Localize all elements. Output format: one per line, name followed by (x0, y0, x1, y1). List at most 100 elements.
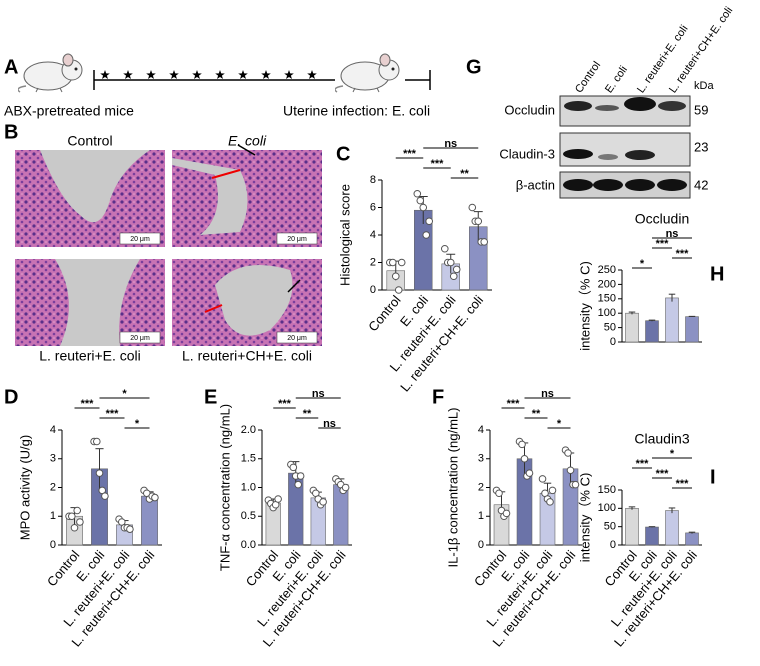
lane-label: Control (573, 59, 603, 95)
panel-letter: D (4, 386, 18, 408)
significance-label: * (670, 448, 675, 460)
data-point (480, 238, 489, 246)
y-axis-label: intensity（% C) (577, 261, 592, 351)
y-tick-label: 150 (598, 293, 616, 305)
significance-label: ** (303, 408, 312, 420)
data-point (296, 472, 305, 480)
data-point (422, 231, 431, 239)
data-point (419, 203, 428, 212)
histology-images (15, 144, 322, 346)
significance-label: * (557, 418, 562, 430)
y-axis-label: MPO activity (U/g) (17, 435, 32, 540)
y-tick-label: 4 (50, 424, 56, 436)
data-point (388, 258, 397, 267)
data-point (525, 469, 534, 477)
error-bar (473, 211, 483, 242)
data-point (446, 258, 455, 267)
data-point (495, 489, 503, 498)
data-point (546, 498, 554, 506)
y-tick-label: 2 (50, 481, 56, 493)
data-point (289, 463, 298, 472)
data-point (538, 475, 547, 483)
y-axis-label: IL-1β concentration (ng/mL) (445, 408, 460, 568)
data-point (319, 498, 327, 506)
data-point (394, 286, 403, 294)
data-point (571, 480, 580, 489)
panel-letter: E (204, 386, 217, 408)
significance-label: ns (666, 228, 679, 240)
star (261, 70, 271, 79)
data-point (101, 492, 109, 500)
y-tick-label: 2 (370, 256, 376, 268)
panel-letter: B (4, 121, 18, 143)
scale-bar-label: 20 μm (130, 236, 150, 243)
panel-letter: C (336, 143, 350, 165)
schematic-label: Uterine infection: E. coli (283, 103, 430, 119)
histology-caption: Control (67, 133, 112, 149)
data-point (76, 518, 84, 526)
significance-label: *** (676, 478, 690, 490)
x-tick-label: Control (365, 292, 403, 334)
y-tick-label: 100 (598, 307, 616, 319)
bar (645, 526, 659, 546)
star (100, 70, 110, 79)
panel-letter: F (432, 386, 444, 408)
mouse-icon (18, 53, 83, 93)
treatment-markers (100, 70, 317, 79)
bar (333, 484, 349, 546)
star (146, 70, 156, 79)
data-point (564, 449, 572, 457)
star (307, 70, 317, 79)
significance-label: * (640, 258, 645, 270)
significance-label: *** (431, 158, 445, 170)
y-tick-label: 4 (478, 424, 484, 436)
significance-label: * (122, 388, 127, 400)
y-tick-label: 50 (604, 322, 616, 334)
star (215, 70, 225, 79)
data-point (474, 217, 483, 226)
error-bar (628, 506, 636, 510)
significance-label: ** (460, 168, 469, 180)
y-tick-label: 0.0 (241, 539, 256, 551)
significance-label: *** (636, 458, 650, 470)
bar (625, 508, 639, 546)
bar (665, 297, 679, 343)
mouse-icon (335, 53, 400, 93)
data-point (341, 483, 350, 492)
panel-letter: A (4, 56, 18, 78)
significance-label: *** (507, 398, 521, 410)
y-tick-label: 1 (50, 510, 56, 522)
schematic-label: ABX-pretreated mice (4, 103, 134, 119)
chart-title: Claudin3 (634, 431, 689, 447)
y-tick-label: 3 (50, 453, 56, 465)
panel-letter: G (466, 56, 482, 78)
error-bar (628, 311, 636, 315)
unit-label: kDa (694, 80, 714, 92)
bar (625, 312, 639, 343)
histology-caption: L. reuteri+E. coli (39, 348, 141, 364)
blot-row-label: Occludin (504, 102, 555, 117)
error-bar (668, 293, 676, 302)
data-point (449, 272, 458, 281)
error-bar (688, 531, 696, 534)
timeline (93, 70, 431, 90)
y-tick-label: 0 (610, 539, 616, 551)
y-tick-label: 2.0 (241, 424, 256, 436)
data-point (413, 189, 422, 198)
significance-label: *** (403, 148, 417, 160)
data-point (397, 258, 406, 267)
significance-label: *** (656, 238, 670, 250)
significance-label: *** (106, 408, 120, 420)
data-point (70, 523, 79, 532)
y-tick-label: 100 (598, 502, 616, 514)
y-tick-label: 1.5 (241, 453, 256, 465)
chart-title: Occludin (635, 211, 689, 227)
data-point (73, 506, 82, 515)
data-point (274, 495, 282, 503)
bar (141, 495, 158, 546)
data-point (518, 440, 526, 449)
data-point (520, 454, 529, 463)
y-tick-label: 2 (478, 481, 484, 493)
data-point (416, 196, 425, 205)
